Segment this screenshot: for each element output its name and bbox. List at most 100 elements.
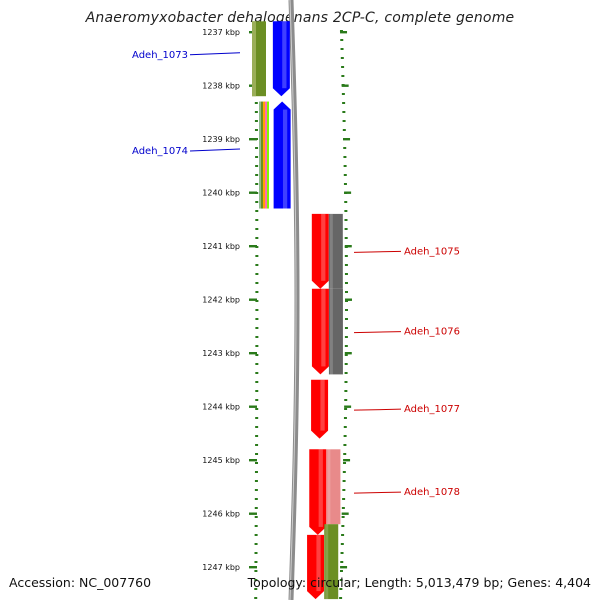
tick-label: 1246 kbp — [202, 510, 240, 519]
tick-label: 1237 kbp — [202, 28, 240, 37]
cog-block-reverse-shade — [329, 213, 333, 289]
ruler-dot-left — [255, 291, 259, 293]
tick-mark-right — [340, 31, 348, 34]
cog-stripe — [263, 101, 265, 209]
gene-leader-line — [353, 408, 402, 411]
gene-arrow-shine — [321, 288, 326, 367]
ruler-dot-right — [344, 291, 348, 293]
ruler-dot-left — [254, 552, 258, 554]
tick-mark-left — [249, 191, 257, 194]
ruler-dot-left — [255, 408, 259, 410]
ruler-dot-right — [343, 444, 347, 446]
map-title: Anaeromyxobacter dehalogenans 2CP-C, com… — [85, 10, 515, 26]
ruler-dot-right — [344, 318, 348, 320]
ruler-dot-right — [343, 417, 347, 419]
ruler-dot-right — [340, 57, 344, 59]
gene-arrow — [311, 213, 329, 289]
tick-mark-right — [340, 566, 348, 569]
tick-label: 1239 kbp — [202, 135, 240, 144]
tick-mark-right — [344, 405, 352, 408]
tick-label: 1244 kbp — [202, 403, 240, 412]
ruler-dot-right — [341, 525, 345, 527]
ruler-dot-left — [255, 354, 259, 356]
ruler-dot-right — [344, 381, 348, 383]
ruler-dot-right — [344, 399, 348, 401]
ruler-dot-left — [255, 210, 259, 212]
gene-arrow-shine — [282, 109, 288, 209]
ruler-dot-right — [339, 597, 343, 599]
topology-summary: Topology: circular; Length: 5,013,479 bp… — [247, 575, 591, 590]
ruler-dot-right — [342, 129, 346, 131]
gene-leader-line — [353, 491, 402, 494]
ruler-dot-left — [254, 534, 258, 536]
ruler-dot-right — [344, 327, 348, 329]
ruler-dot-left — [255, 237, 259, 239]
ruler-dot-right — [342, 102, 346, 104]
ruler-dot-left — [255, 228, 259, 230]
ruler-dot-right — [341, 93, 345, 95]
ruler-dot-left — [254, 525, 258, 527]
gene-label: Adeh_1073 — [132, 50, 188, 61]
gene-arrow-shine — [316, 534, 321, 592]
ruler-dot-right — [344, 228, 348, 230]
cog-stripe — [265, 101, 267, 209]
cog-block-reverse-shade — [329, 288, 333, 375]
ruler-dot-left — [255, 156, 259, 158]
tick-mark-right — [344, 352, 352, 355]
ruler-dot-right — [340, 48, 344, 50]
ruler-dot-left — [255, 300, 259, 302]
ruler-dot-right — [340, 543, 344, 545]
tick-label: 1245 kbp — [202, 456, 240, 465]
gene-arrow — [307, 534, 325, 600]
tick-mark-right — [343, 138, 351, 141]
ruler-dot-right — [342, 471, 346, 473]
tick-mark-right — [343, 459, 351, 462]
gene-label: Adeh_1077 — [404, 404, 460, 415]
cog-block-reverse-shade — [327, 449, 331, 525]
ruler-dot-left — [255, 390, 259, 392]
ruler-dot-left — [255, 345, 259, 347]
ruler-dot-right — [344, 255, 348, 257]
ruler-dot-right — [344, 210, 348, 212]
cog-block-reverse — [326, 449, 341, 525]
tick-mark-left — [249, 352, 257, 355]
ruler-dot-left — [254, 570, 258, 572]
gene-arrow — [273, 101, 291, 209]
ruler-dot-right — [342, 498, 346, 500]
gene-arrow — [309, 449, 327, 535]
ruler-dot-left — [255, 444, 259, 446]
ruler-dot-left — [255, 273, 259, 275]
ruler-dot-right — [344, 390, 348, 392]
ruler-dot-left — [255, 417, 259, 419]
gene-leader-line — [353, 250, 402, 253]
ruler-dot-left — [255, 381, 259, 383]
backbone-arc — [288, 0, 300, 600]
gene-arrow — [311, 379, 329, 439]
ruler-dot-right — [342, 120, 346, 122]
ruler-dot-right — [345, 300, 348, 302]
ruler-dot-left — [255, 255, 259, 257]
tick-mark-left — [249, 138, 257, 141]
ruler-dot-right — [343, 165, 347, 167]
ruler-dot-left — [254, 120, 258, 122]
ruler-dot-right — [343, 453, 347, 455]
ruler-dot-left — [255, 426, 259, 428]
ruler-dot-right — [341, 66, 345, 68]
ruler-dot-right — [343, 156, 347, 158]
ruler-dot-left — [254, 507, 258, 509]
cog-block-reverse-shade — [325, 524, 329, 600]
ruler-dot-left — [255, 462, 259, 464]
tick-mark-right — [344, 191, 352, 194]
ruler-dot-right — [343, 462, 347, 464]
ruler-dot-left — [255, 147, 259, 149]
gene-arrow-shine — [320, 379, 325, 431]
tick-mark-right — [341, 84, 349, 87]
cog-stripe — [259, 101, 261, 209]
ruler-dot-right — [339, 588, 343, 590]
gene-arrow-shine — [321, 213, 326, 281]
ruler-dot-left — [254, 588, 258, 590]
ruler-dot-right — [344, 345, 348, 347]
tick-mark-left — [249, 512, 257, 515]
ruler-dot-right — [344, 201, 348, 203]
ruler-dot-right — [341, 516, 345, 518]
